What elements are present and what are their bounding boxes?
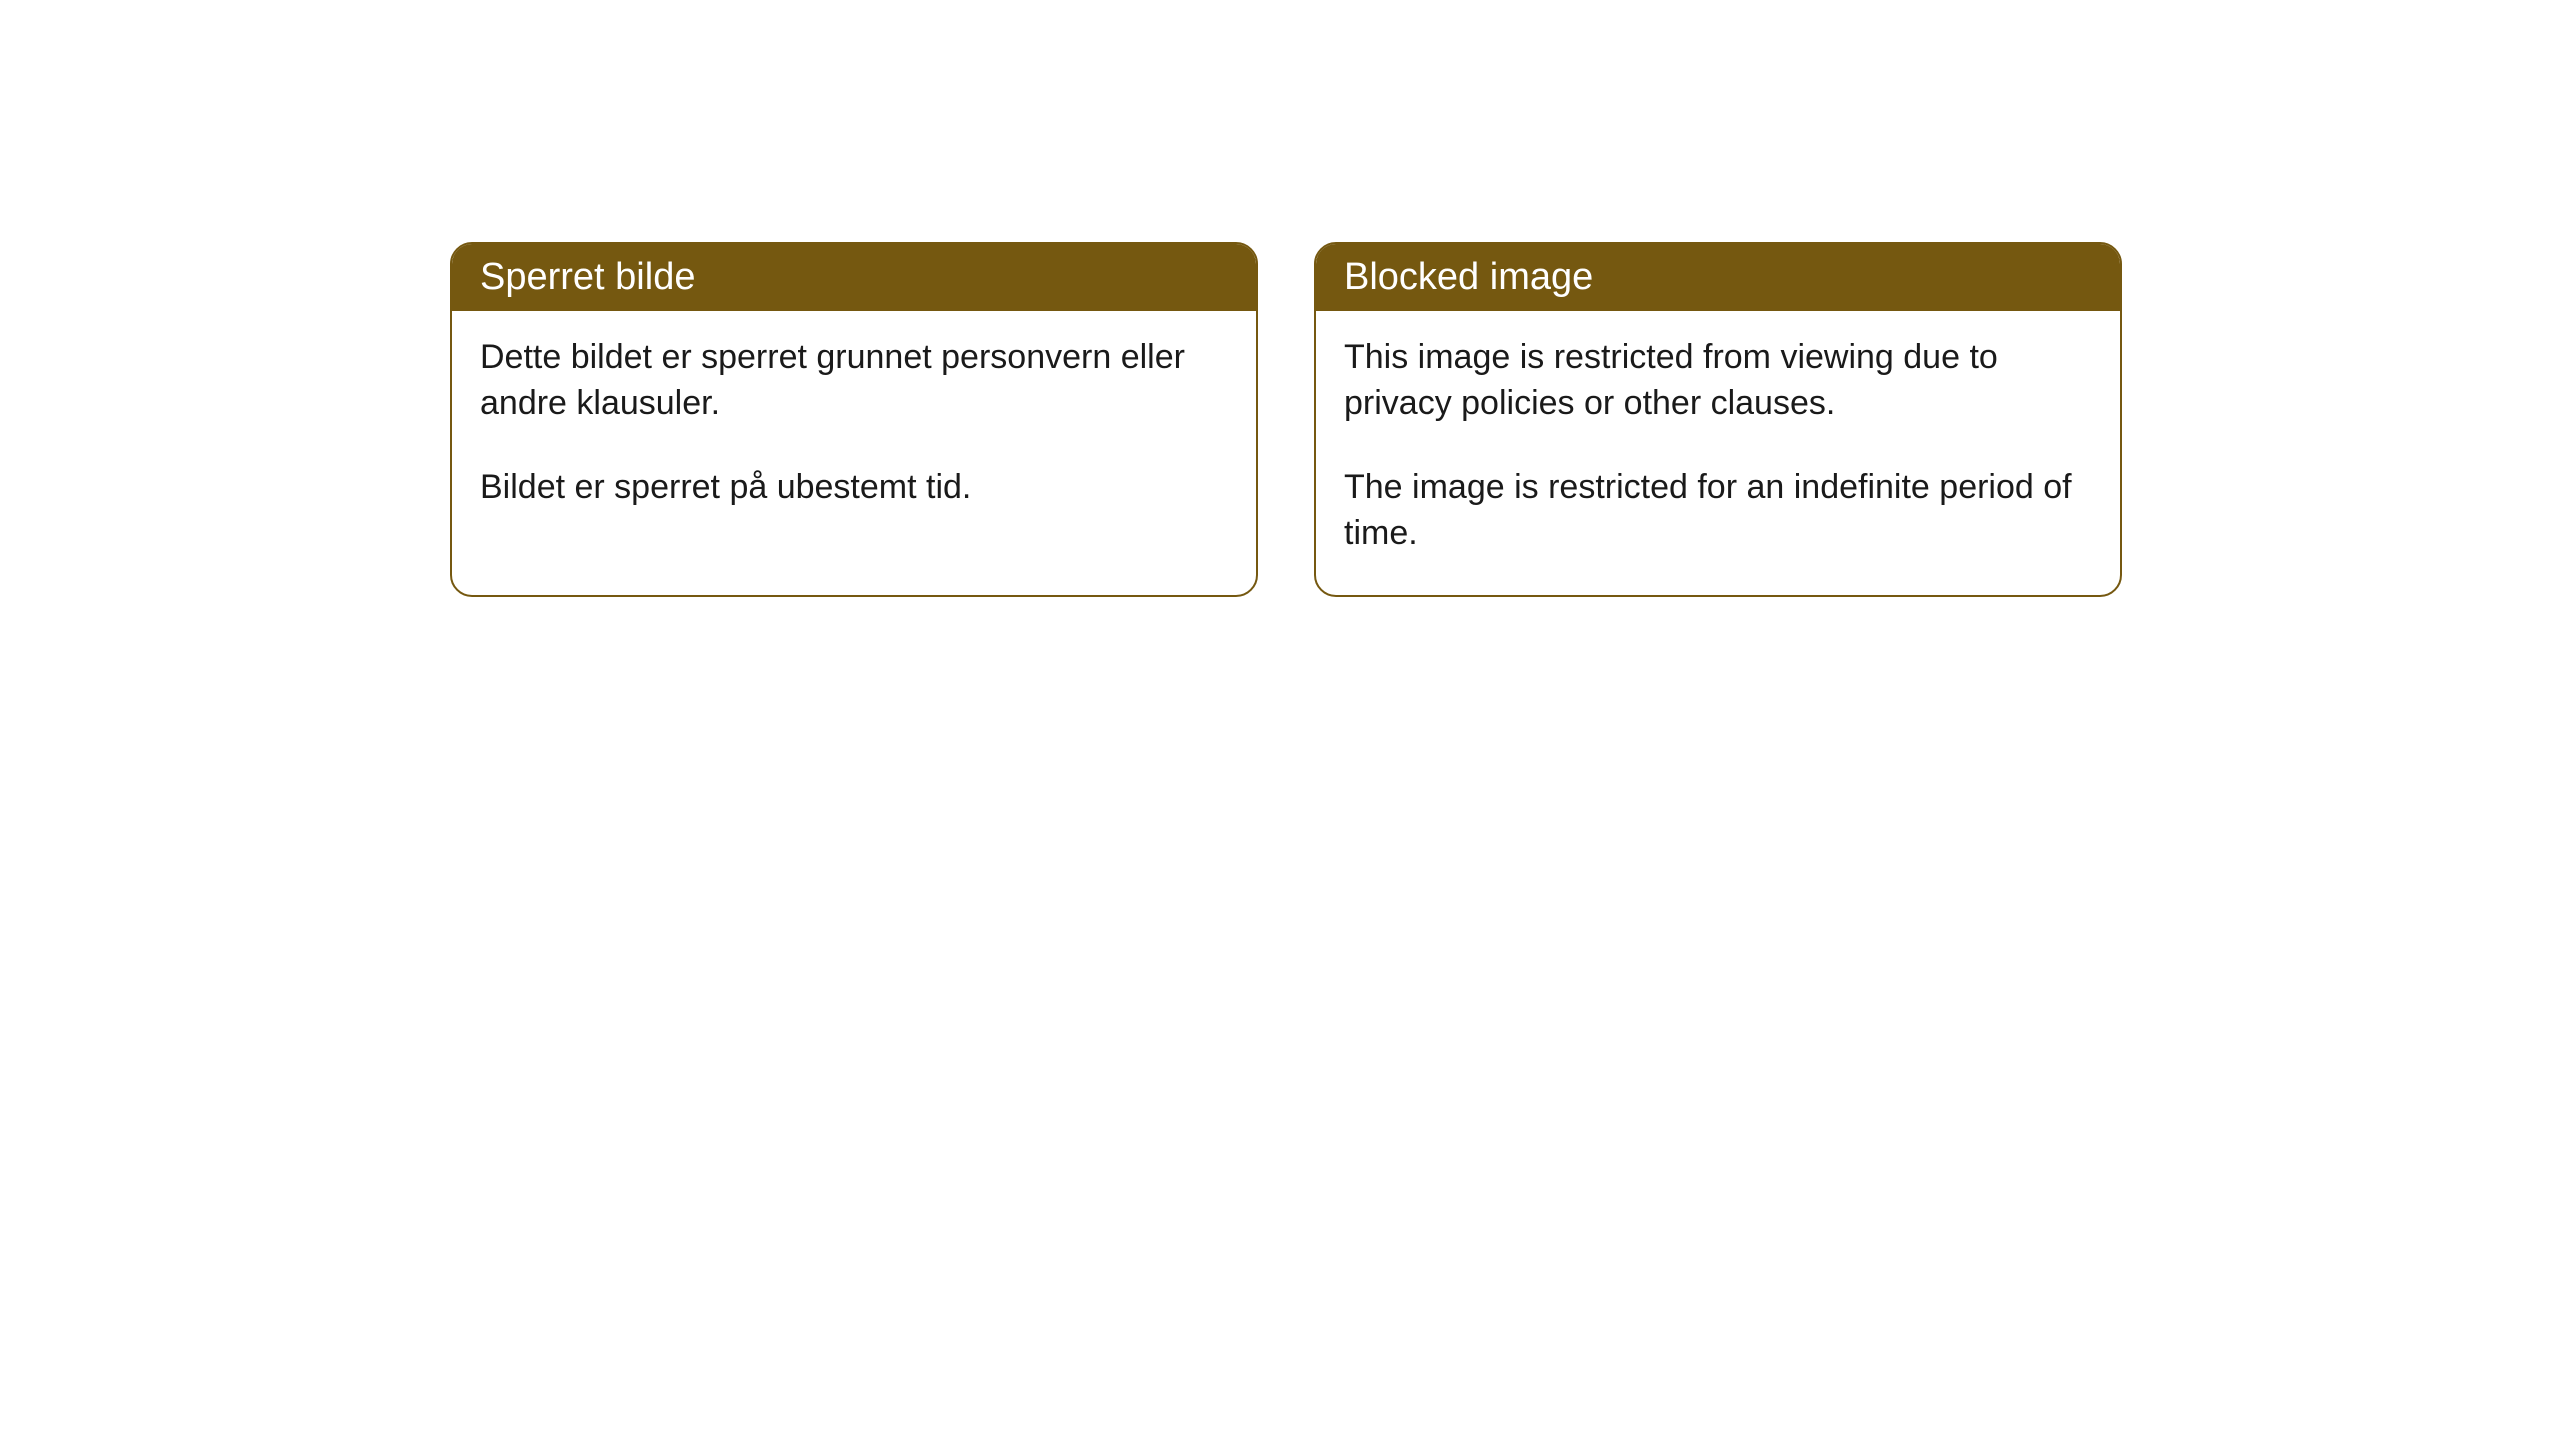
- notice-body-norwegian: Dette bildet er sperret grunnet personve…: [452, 311, 1256, 549]
- notice-paragraph: Bildet er sperret på ubestemt tid.: [480, 465, 1228, 511]
- notice-paragraph: The image is restricted for an indefinit…: [1344, 465, 2092, 557]
- notice-card-english: Blocked image This image is restricted f…: [1314, 242, 2122, 597]
- notice-cards-container: Sperret bilde Dette bildet er sperret gr…: [450, 242, 2122, 597]
- notice-header-english: Blocked image: [1316, 244, 2120, 311]
- notice-header-norwegian: Sperret bilde: [452, 244, 1256, 311]
- notice-body-english: This image is restricted from viewing du…: [1316, 311, 2120, 595]
- notice-card-norwegian: Sperret bilde Dette bildet er sperret gr…: [450, 242, 1258, 597]
- notice-paragraph: This image is restricted from viewing du…: [1344, 335, 2092, 427]
- notice-paragraph: Dette bildet er sperret grunnet personve…: [480, 335, 1228, 427]
